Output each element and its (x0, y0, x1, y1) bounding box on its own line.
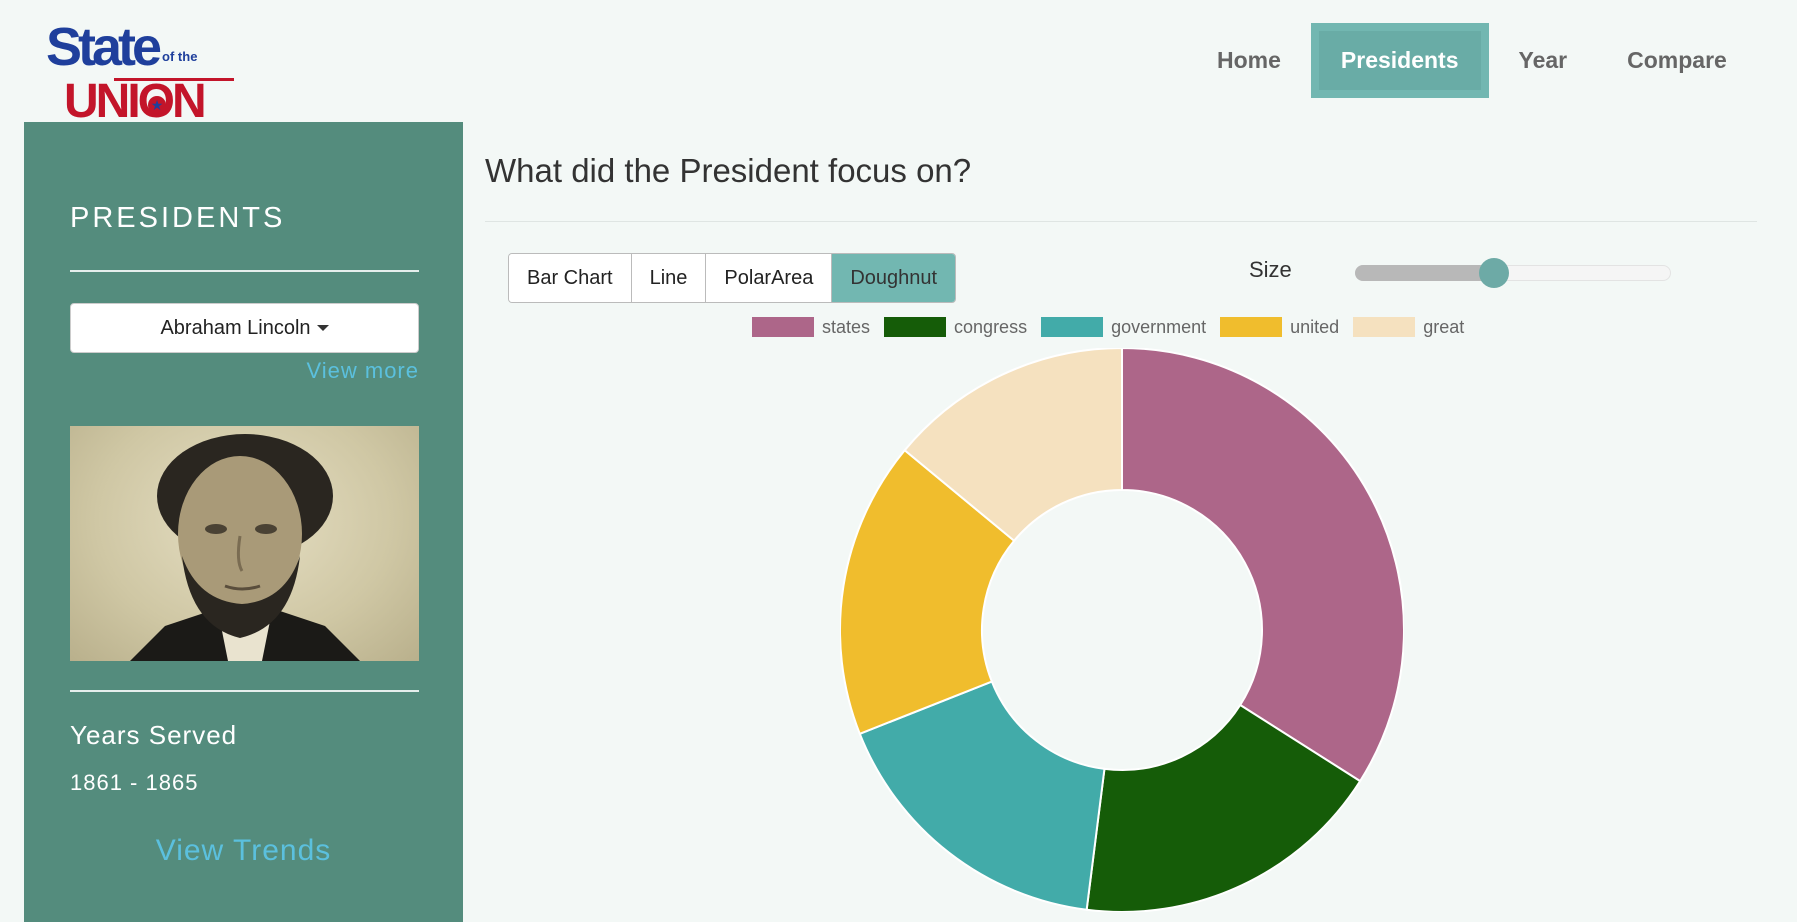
sidebar-divider-top (70, 270, 419, 272)
legend-swatch-great (1353, 317, 1416, 337)
line-chart-button[interactable]: Line (631, 254, 707, 302)
logo-state: State of the (46, 17, 198, 77)
title-divider (485, 221, 1757, 222)
legend-label-great: great (1423, 316, 1465, 337)
size-slider[interactable] (1355, 258, 1671, 288)
legend-label-states: states (822, 316, 871, 337)
president-portrait (70, 426, 419, 661)
view-more-link[interactable]: View more (306, 358, 419, 383)
nav-presidents-label: Presidents (1318, 31, 1481, 90)
caret-down-icon (316, 325, 329, 331)
nav-compare[interactable]: Compare (1627, 47, 1727, 73)
bar-chart-button[interactable]: Bar Chart (509, 254, 632, 302)
main-nav: Home Presidents Year Compare (1187, 23, 1757, 98)
chart-type-toggle: Bar Chart Line PolarArea Doughnut (508, 253, 957, 303)
logo-union: UNION (64, 75, 207, 128)
view-trends-link[interactable]: View Trends (155, 834, 332, 867)
years-served-label: Years Served (70, 720, 238, 750)
nav-presidents[interactable]: Presidents (1310, 23, 1489, 98)
legend-item-united[interactable]: united (1220, 317, 1339, 338)
page-title: What did the President focus on? (485, 152, 972, 189)
nav-year[interactable]: Year (1518, 47, 1568, 73)
president-sidebar: PRESIDENTS Abraham Lincoln View more Yea… (24, 122, 463, 922)
polar-area-button[interactable]: PolarArea (706, 254, 833, 302)
legend-item-great[interactable]: great (1353, 317, 1464, 338)
logo-star-icon: ★ (148, 96, 166, 114)
legend-label-government: government (1111, 316, 1207, 337)
doughnut-chart (840, 348, 1404, 912)
legend-item-government[interactable]: government (1041, 317, 1206, 338)
sidebar-title: PRESIDENTS (70, 202, 286, 234)
size-slider-fill (1355, 265, 1495, 281)
nav-home[interactable]: Home (1217, 47, 1281, 73)
legend-swatch-states (752, 317, 814, 337)
years-served-value: 1861 - 1865 (70, 770, 199, 795)
slice-great[interactable] (903, 348, 1123, 543)
slice-congress[interactable] (1085, 703, 1362, 912)
legend-label-congress: congress (954, 316, 1028, 337)
legend-swatch-congress (884, 317, 947, 337)
slice-united[interactable] (840, 448, 1016, 736)
legend-item-states[interactable]: states (752, 317, 870, 338)
slice-government[interactable] (858, 680, 1106, 911)
legend-swatch-government (1041, 317, 1104, 337)
legend-label-united: united (1290, 316, 1340, 337)
size-slider-handle[interactable] (1479, 258, 1510, 288)
logo-underline (114, 78, 234, 81)
size-label: Size (1249, 257, 1292, 282)
site-logo[interactable]: State of the UNION ★ (46, 17, 236, 126)
logo-of-the: of the (162, 49, 198, 64)
doughnut-button[interactable]: Doughnut (832, 254, 956, 302)
sidebar-divider-bottom (70, 690, 419, 692)
president-dropdown-value: Abraham Lincoln (160, 316, 311, 339)
president-dropdown[interactable]: Abraham Lincoln (70, 303, 419, 353)
legend-item-congress[interactable]: congress (884, 317, 1027, 338)
chart-legend: states congress government united great (752, 316, 1478, 338)
slice-states[interactable] (1121, 348, 1404, 783)
legend-swatch-united (1220, 317, 1283, 337)
